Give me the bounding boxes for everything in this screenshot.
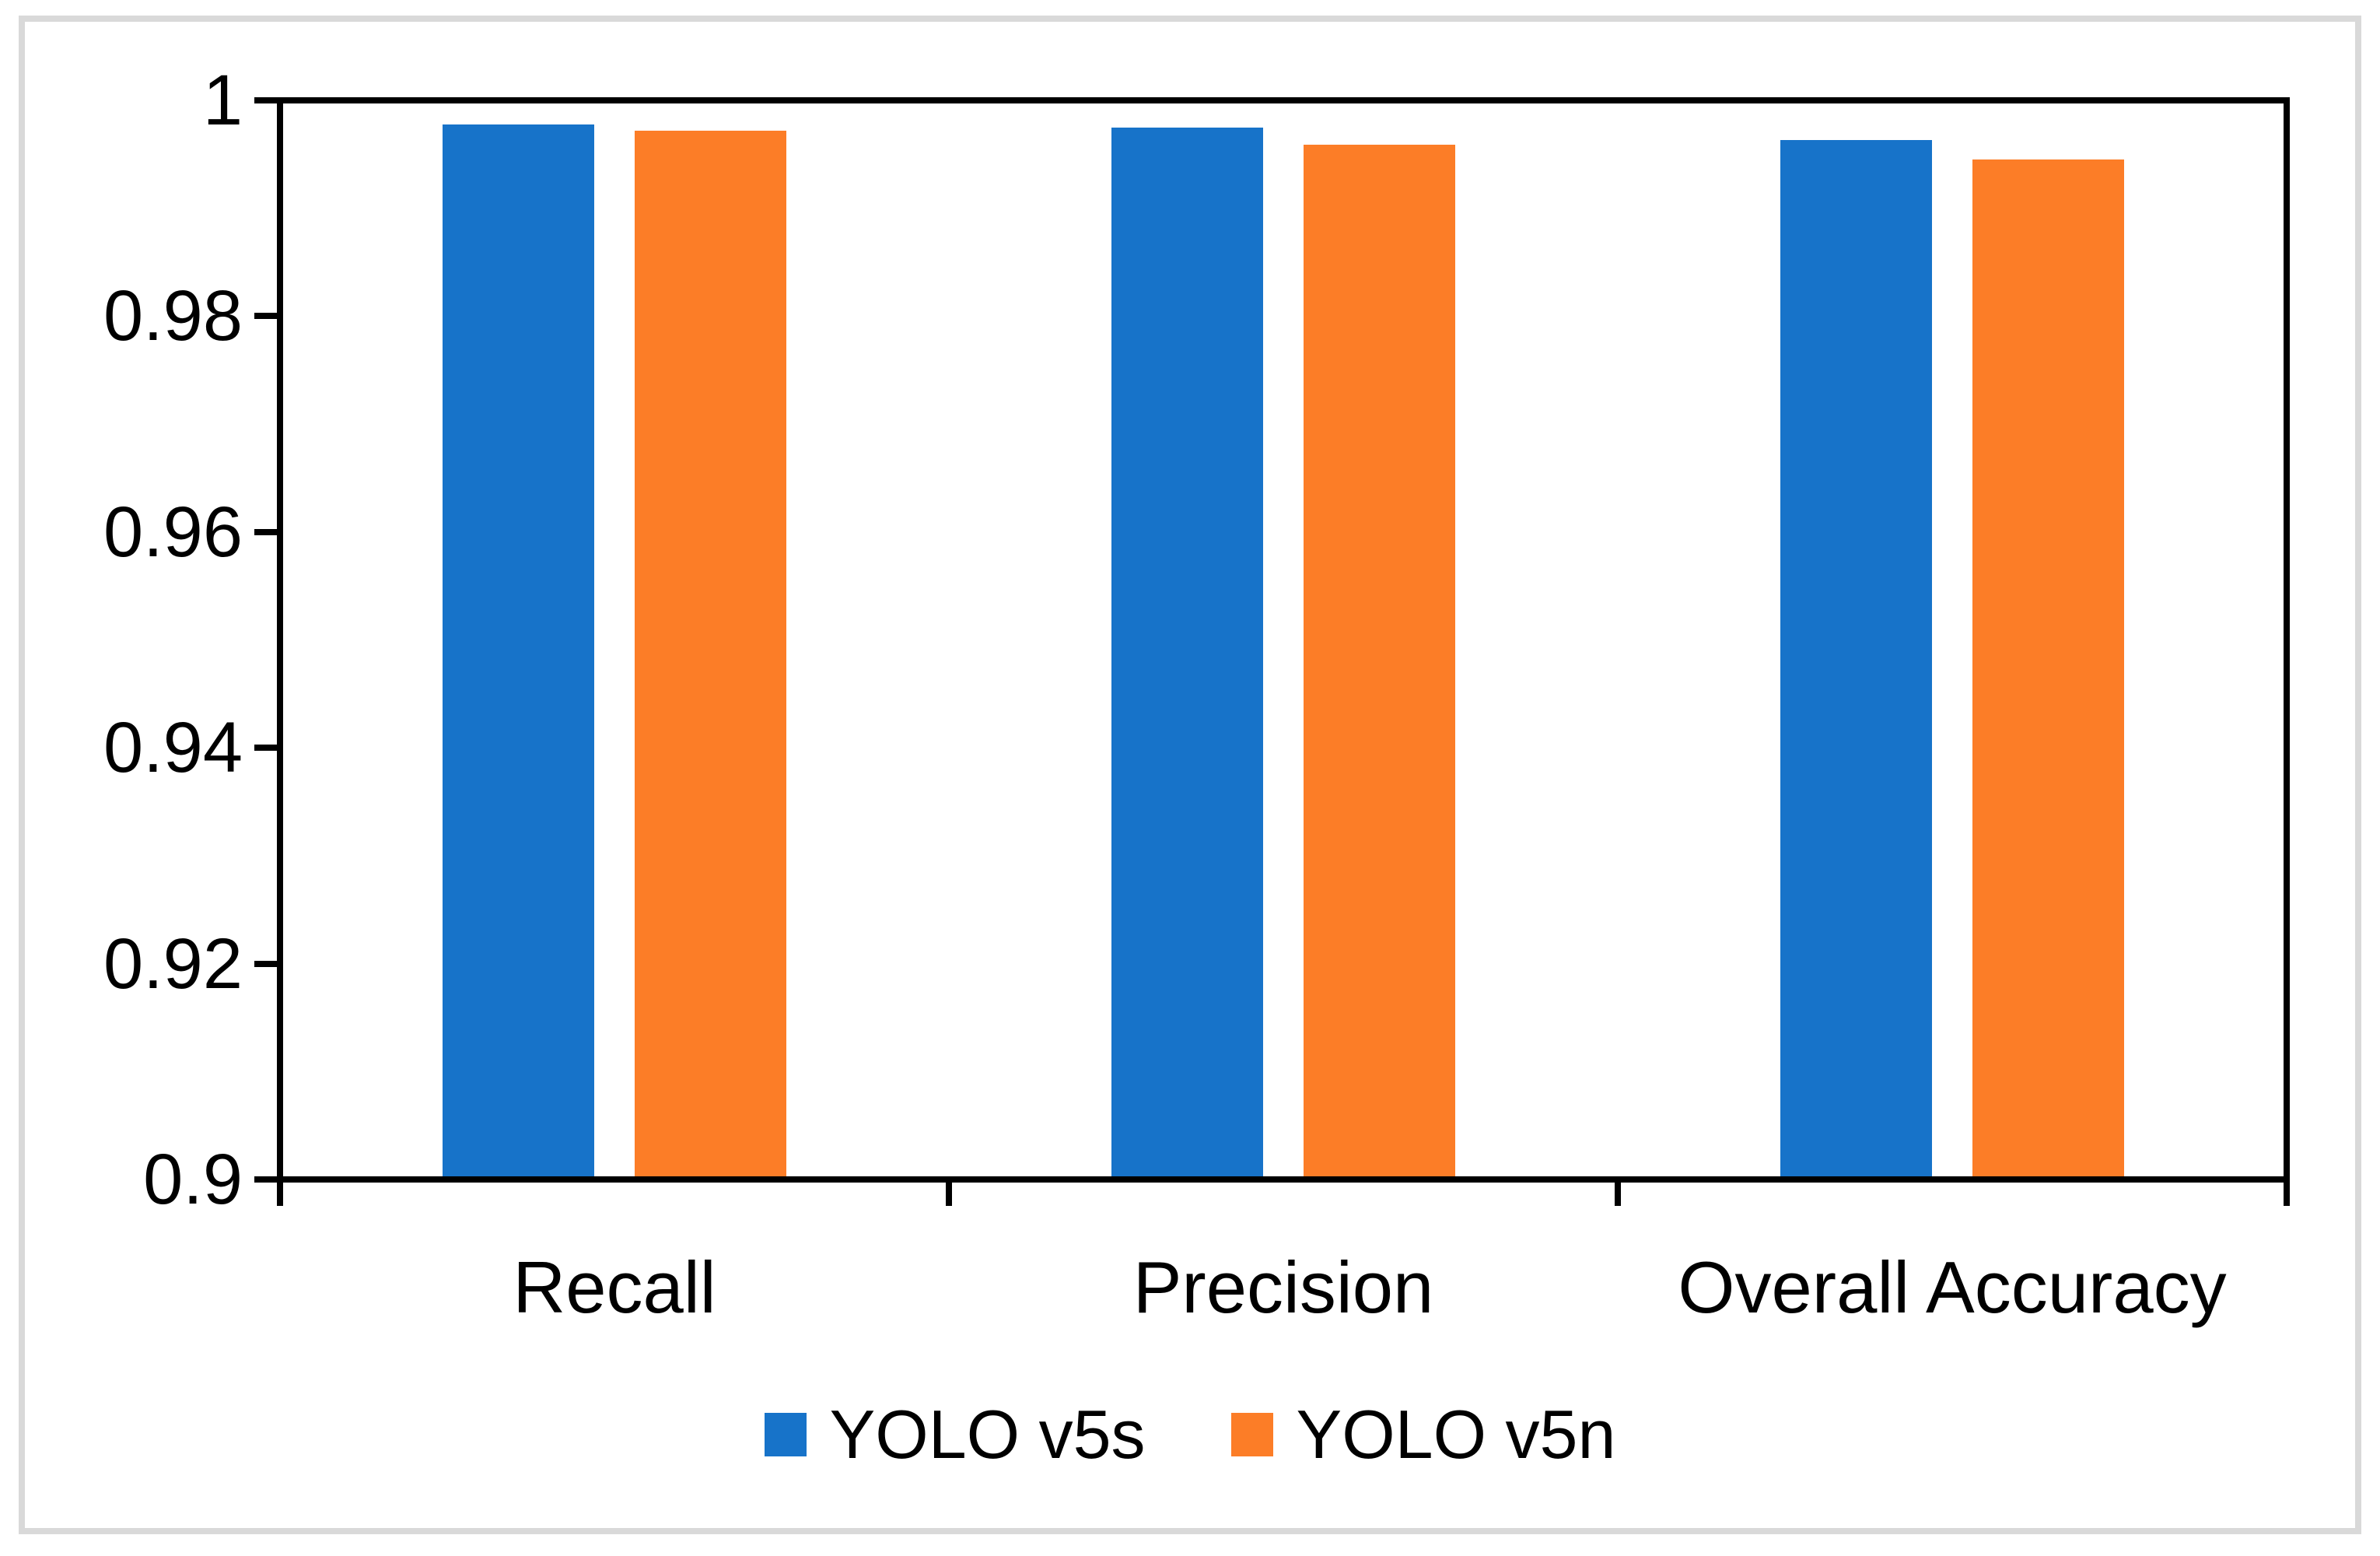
y-tick-label: 0.94 — [103, 708, 243, 788]
y-tick-label: 0.9 — [143, 1140, 243, 1219]
bar-yolo-v5n-precision — [1304, 144, 1455, 1176]
y-tick-label: 0.98 — [103, 276, 243, 356]
legend-item-yolo-v5s: YOLO v5s — [764, 1396, 1146, 1473]
legend-swatch-icon — [1230, 1413, 1273, 1456]
plot-top-border — [254, 97, 2290, 103]
x-category-label: Recall — [513, 1246, 716, 1328]
bar-yolo-v5s-precision — [1111, 127, 1263, 1176]
bar-yolo-v5n-recall — [635, 130, 786, 1176]
plot-right-border — [2284, 97, 2290, 1206]
y-axis-tick — [254, 960, 280, 967]
y-axis-tick — [254, 745, 280, 752]
chart-legend: YOLO v5s YOLO v5n — [0, 1400, 2380, 1469]
x-axis-line — [254, 1176, 2290, 1183]
y-axis-tick — [254, 97, 280, 103]
x-axis-tick — [1615, 1179, 1621, 1206]
legend-item-yolo-v5n: YOLO v5n — [1230, 1396, 1616, 1473]
y-axis-tick — [254, 528, 280, 535]
bar-yolo-v5s-overall-accuracy — [1780, 140, 1932, 1176]
legend-label: YOLO v5n — [1296, 1396, 1616, 1473]
x-axis-tick — [946, 1179, 952, 1206]
legend-swatch-icon — [764, 1413, 807, 1456]
y-tick-label: 1 — [202, 61, 243, 140]
bar-yolo-v5s-recall — [443, 124, 594, 1176]
y-axis-tick — [254, 313, 280, 320]
y-tick-label: 0.96 — [103, 492, 243, 572]
y-tick-label: 0.92 — [103, 923, 243, 1004]
x-category-label: Precision — [1132, 1246, 1434, 1328]
legend-label: YOLO v5s — [829, 1396, 1146, 1473]
y-axis-line — [277, 97, 283, 1206]
y-axis-tick — [254, 1176, 280, 1183]
x-category-label: Overall Accuracy — [1678, 1246, 2227, 1328]
bar-yolo-v5n-overall-accuracy — [1972, 159, 2124, 1176]
